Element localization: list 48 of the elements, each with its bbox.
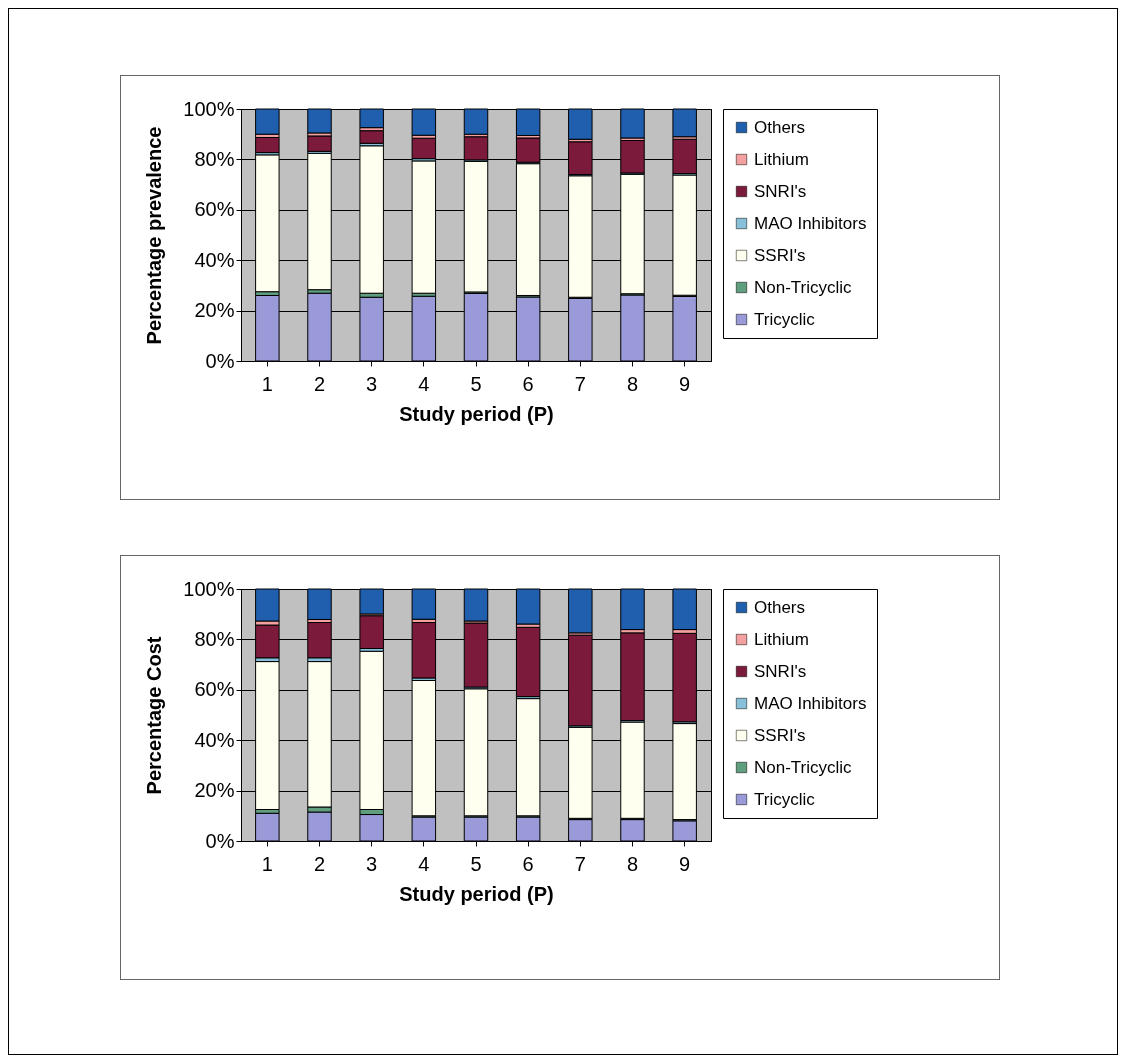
legend-label: Lithium <box>754 149 809 169</box>
x-tick-label: 2 <box>313 372 326 395</box>
x-axis-title: Study period (P) <box>399 882 554 905</box>
x-axis-title: Study period (P) <box>399 402 554 425</box>
y-tick-label: 60% <box>194 198 235 221</box>
y-tick-label: 80% <box>194 147 235 170</box>
x-tick-label: 8 <box>626 852 639 875</box>
x-tick-label: 3 <box>366 852 378 875</box>
legend-label: Non-Tricyclic <box>754 757 853 777</box>
x-tick-label: 1 <box>261 852 273 875</box>
legend-label: SNRI's <box>754 181 807 201</box>
y-tick-label: 60% <box>194 678 235 701</box>
x-tick-label: 9 <box>679 852 691 875</box>
legend-label: Others <box>754 597 806 617</box>
legend-label: Lithium <box>754 629 809 649</box>
legend-label: MAO Inhibitors <box>754 693 867 713</box>
y-axis-title: Percentage Cost <box>143 636 166 795</box>
x-tick-label: 3 <box>366 372 378 395</box>
y-tick-label: 20% <box>194 779 235 802</box>
x-tick-label: 7 <box>574 372 586 395</box>
y-tick-label: 40% <box>194 248 235 271</box>
y-tick-label: 40% <box>194 728 235 751</box>
x-tick-label: 7 <box>574 852 586 875</box>
x-tick-label: 1 <box>261 372 273 395</box>
legend-label: Others <box>754 117 806 137</box>
legend-label: SNRI's <box>754 661 807 681</box>
legend-label: Non-Tricyclic <box>754 277 853 297</box>
x-tick-label: 8 <box>626 372 639 395</box>
legend-label: Tricyclic <box>754 309 816 329</box>
x-tick-label: 9 <box>679 372 691 395</box>
x-tick-label: 4 <box>418 852 430 875</box>
legend-label: MAO Inhibitors <box>754 213 867 233</box>
y-tick-label: 100% <box>183 97 235 120</box>
x-tick-label: 5 <box>470 372 482 395</box>
x-tick-label: 5 <box>470 852 482 875</box>
x-tick-label: 6 <box>522 372 534 395</box>
y-tick-label: 0% <box>205 349 235 372</box>
legend-label: SSRI's <box>754 725 806 745</box>
x-tick-label: 4 <box>418 372 430 395</box>
legend-label: Tricyclic <box>754 789 816 809</box>
y-tick-label: 80% <box>194 627 235 650</box>
y-axis-title: Percentage prevalence <box>143 126 166 345</box>
x-tick-label: 2 <box>313 852 326 875</box>
y-tick-label: 0% <box>205 829 235 852</box>
y-tick-label: 100% <box>183 577 235 600</box>
x-tick-label: 6 <box>522 852 534 875</box>
legend-label: SSRI's <box>754 245 806 265</box>
y-tick-label: 20% <box>194 299 235 322</box>
